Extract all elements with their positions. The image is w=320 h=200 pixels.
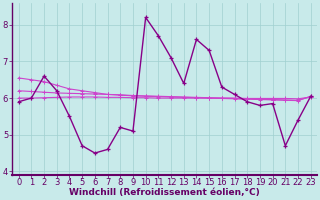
X-axis label: Windchill (Refroidissement éolien,°C): Windchill (Refroidissement éolien,°C) (69, 188, 260, 197)
